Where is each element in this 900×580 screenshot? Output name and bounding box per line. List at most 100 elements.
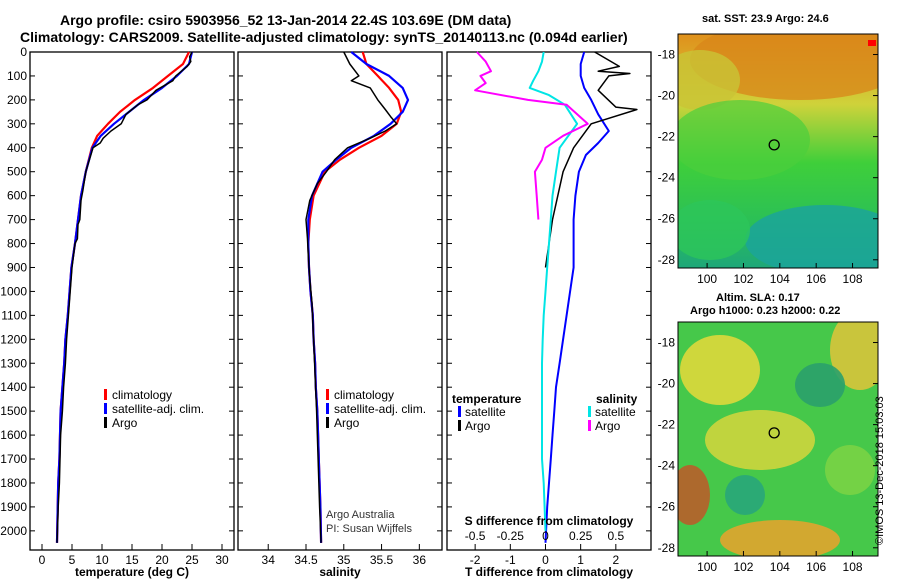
y-tick-label: 2000 — [0, 524, 27, 538]
legend-swatch — [326, 403, 329, 414]
temperature-panel: 0100200300400500600700800900100011001200… — [0, 45, 235, 579]
plot-frame — [237, 51, 443, 551]
legend-label: satellite-adj. clim. — [334, 402, 426, 416]
x-tick-label: 25 — [185, 553, 199, 567]
map-y-tick-label: -22 — [658, 418, 676, 432]
x-tick-label: -1 — [505, 553, 516, 567]
map-y-tick-label: -24 — [658, 171, 676, 185]
sla-patch-3 — [705, 410, 815, 470]
sla-argo-marker — [768, 427, 780, 439]
sla-patch-6 — [725, 475, 765, 515]
sst-map — [678, 34, 878, 268]
x-axis-label: salinity — [319, 565, 361, 579]
series-temperature-argo — [544, 51, 638, 268]
y-tick-label: 300 — [7, 117, 27, 131]
map-x-tick-label: 100 — [697, 560, 717, 574]
x-tick-label: 30 — [215, 553, 229, 567]
sla-subtitle: Argo h1000: 0.23 h2000: 0.22 — [690, 305, 841, 317]
map-y-tick-label: -22 — [658, 130, 676, 144]
series-argo — [56, 51, 193, 543]
legend-swatch — [104, 403, 107, 414]
x-tick-label: 0 — [542, 553, 549, 567]
x-axis-label: T difference from climatology — [465, 565, 633, 579]
legend-label: satellite-adj. clim. — [112, 402, 204, 416]
x-tick-label: 35.5 — [370, 553, 394, 567]
sst-patch-teal — [745, 205, 878, 268]
y-tick-label: 1900 — [0, 500, 27, 514]
y-tick-label: 500 — [7, 165, 27, 179]
sst-hot-pixel — [868, 40, 876, 46]
sla-patch-5 — [795, 363, 845, 407]
legend-label: climatology — [112, 388, 172, 402]
difference-panel: -2 -1 0 1 2T difference from climatology S di… — [446, 51, 652, 579]
map-y-tick-label: -18 — [658, 336, 676, 350]
sla-frame — [677, 321, 879, 557]
series-salinity-satellite — [528, 51, 579, 531]
y-tick-label: 400 — [7, 141, 27, 155]
map-x-tick-label: 100 — [697, 272, 717, 286]
sla-patch-7 — [825, 445, 875, 495]
y-tick-label: 1100 — [1, 308, 27, 322]
sst-frame — [677, 33, 879, 269]
top-tick-label: 0 — [542, 529, 549, 543]
sla-axes: 100 102 104 106 108 -18 -20 -22 -24 -26 -28 — [658, 336, 878, 574]
y-tick-label: 600 — [7, 189, 27, 203]
y-tick-label: 900 — [7, 260, 27, 274]
map-x-tick-label: 108 — [843, 272, 863, 286]
sla-patch-low — [678, 465, 710, 525]
legend-swatch — [458, 406, 461, 417]
map-y-tick-label: -20 — [658, 89, 676, 103]
series-salinity-argo — [474, 51, 589, 220]
legend-label: Argo — [595, 419, 621, 433]
y-tick-label: 1500 — [0, 404, 27, 418]
legend-swatch — [104, 417, 107, 428]
legend-label: satellite — [465, 405, 506, 419]
y-tick-label: 1300 — [0, 356, 27, 370]
y-tick-label: 1700 — [0, 452, 27, 466]
salinity-panel: 34 34.5 35 35.5 36 salinity climatologysatelli… — [237, 51, 443, 579]
legend-label: Argo — [465, 419, 491, 433]
x-tick-label: 20 — [155, 553, 169, 567]
map-y-tick-label: -24 — [658, 459, 676, 473]
sst-patch-west — [678, 50, 740, 110]
legend-heading-temperature: temperature — [452, 392, 522, 406]
y-tick-label: 100 — [7, 69, 27, 83]
legend-label: Argo — [334, 416, 360, 430]
sla-title: Altim. SLA: 0.17 — [716, 292, 800, 304]
x-axis-label: temperature (deg C) — [75, 565, 189, 579]
x-tick-label: -2 — [470, 553, 481, 567]
sst-patch-sw — [678, 200, 750, 260]
x-tick-label: 10 — [95, 553, 109, 567]
top-axis-label: S difference from climatology — [465, 514, 634, 528]
profile-title: Argo profile: csiro 5903956_52 13-Jan-20… — [60, 12, 512, 28]
sst-axes: 100 102 104 106 108 -18 -20 -22 -24 -26 -28 — [658, 48, 878, 286]
map-y-tick-label: -20 — [658, 377, 676, 391]
legend-heading-salinity: salinity — [596, 392, 638, 406]
plot-frame — [29, 51, 235, 551]
sla-patch-1 — [680, 335, 760, 405]
x-tick-label: 5 — [69, 553, 76, 567]
legend-swatch — [104, 389, 107, 400]
legend-swatch — [326, 389, 329, 400]
x-tick-label: 15 — [125, 553, 139, 567]
legend-swatch — [588, 420, 591, 431]
y-tick-label: 1800 — [0, 476, 27, 490]
map-y-tick-label: -18 — [658, 48, 676, 62]
legend-swatch — [458, 420, 461, 431]
y-tick-label: 1600 — [0, 428, 27, 442]
sst-title: sat. SST: 23.9 Argo: 24.6 — [702, 13, 829, 25]
x-tick-label: 35 — [337, 553, 351, 567]
sst-patch-green — [678, 100, 810, 180]
x-tick-label: 2 — [612, 553, 619, 567]
map-y-tick-label: -26 — [658, 500, 676, 514]
sla-patch-2 — [830, 322, 878, 390]
map-y-tick-label: -28 — [658, 253, 676, 267]
y-tick-label: 1000 — [0, 284, 27, 298]
map-y-tick-label: -28 — [658, 541, 676, 555]
map-x-tick-label: 106 — [806, 272, 826, 286]
map-y-tick-label: -26 — [658, 212, 676, 226]
y-tick-label: 0 — [20, 45, 27, 59]
y-tick-label: 700 — [7, 213, 27, 227]
series-satellite-adj-clim- — [55, 51, 194, 543]
